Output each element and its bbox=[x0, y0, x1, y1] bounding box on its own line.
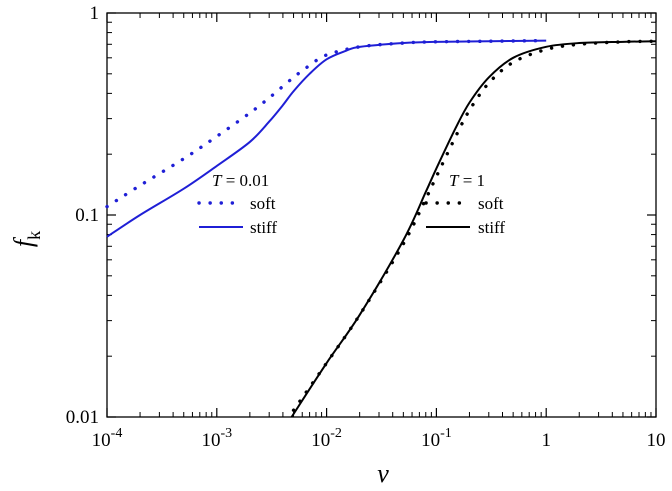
x-tick-label: 10-4 bbox=[92, 426, 123, 451]
legend: T = 0.01 soft stiff T = 1 soft stiff bbox=[197, 171, 505, 237]
legend-label-soft: soft bbox=[250, 194, 276, 213]
svg-text:fk: fk bbox=[9, 231, 44, 247]
series-stiff-t001 bbox=[106, 39, 547, 238]
legend-title: T = 1 bbox=[449, 171, 485, 190]
legend-title: T = 0.01 bbox=[212, 171, 269, 190]
legend-label-stiff: stiff bbox=[478, 218, 505, 237]
series-layer bbox=[105, 38, 658, 418]
x-tick-label: 10 bbox=[647, 430, 666, 451]
legend-label-stiff: stiff bbox=[250, 218, 277, 237]
x-tick-label: 10-1 bbox=[421, 426, 452, 451]
y-axis-title-subscript: k bbox=[24, 231, 44, 240]
x-tick-label: 1 bbox=[541, 430, 551, 451]
y-tick-label: 0.01 bbox=[66, 407, 99, 428]
y-axis-title-main: f bbox=[9, 236, 38, 247]
legend-group-1: T = 0.01 soft stiff bbox=[197, 171, 277, 237]
x-tick-label: 10-3 bbox=[201, 426, 232, 451]
axis-tick-labels: 10-4 10-3 10-2 10-1 1 10 0.01 0.1 1 bbox=[66, 3, 666, 451]
y-tick-label: 1 bbox=[90, 3, 100, 24]
legend-label-soft: soft bbox=[478, 194, 504, 213]
y-axis-title: fk bbox=[9, 231, 44, 247]
y-tick-label: 0.1 bbox=[75, 205, 99, 226]
series-stiff-t1 bbox=[290, 40, 657, 418]
x-tick-label: 10-2 bbox=[311, 426, 342, 451]
legend-group-2: T = 1 soft stiff bbox=[424, 171, 505, 237]
axis-ticks bbox=[106, 12, 657, 418]
x-axis-title: v bbox=[377, 459, 389, 488]
